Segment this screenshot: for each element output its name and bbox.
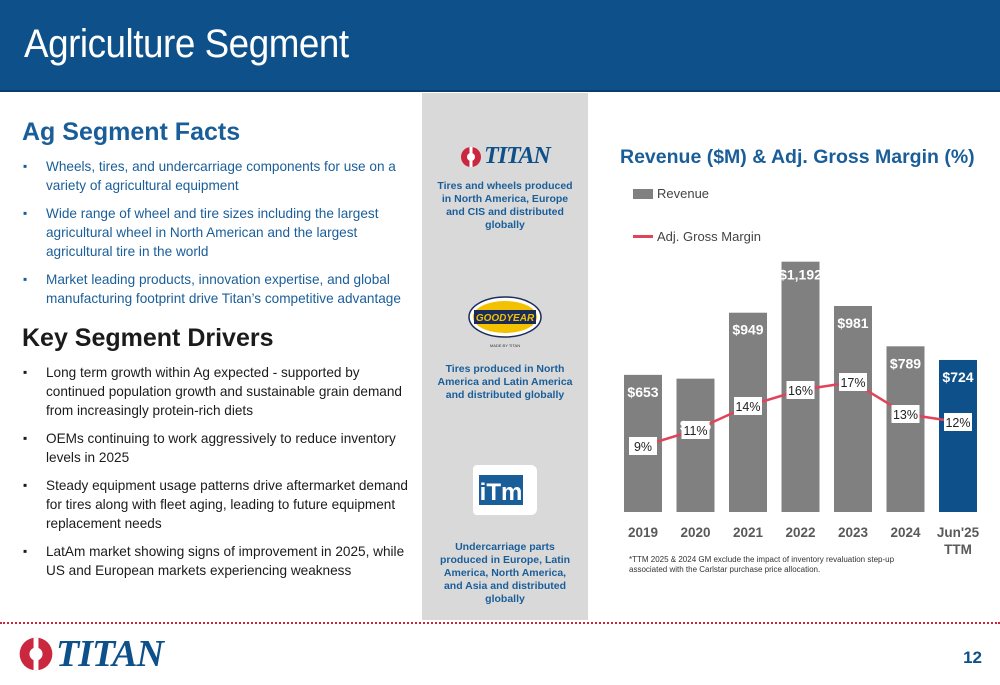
margin-label-box (786, 381, 815, 399)
legend-item-revenue: Revenue (633, 186, 761, 201)
category-label: 2023 (838, 525, 869, 540)
margin-label: 13% (893, 408, 918, 422)
margin-label-box (734, 397, 762, 415)
category-label: Jun'25 (937, 525, 980, 540)
revenue-bar (834, 305, 872, 512)
margin-label: 12% (945, 416, 970, 430)
revenue-bar (886, 346, 925, 512)
drivers-item: Steady equipment usage patterns drive af… (22, 476, 414, 533)
margin-label: 14% (735, 400, 760, 414)
legend-swatch-line (633, 235, 653, 238)
svg-text:iTm: iTm (480, 479, 523, 506)
margin-label-box (944, 413, 972, 431)
margin-label: 9% (634, 440, 652, 454)
margin-label-box (629, 437, 657, 455)
titan-logo: TITAN (422, 143, 588, 170)
goodyear-farm-tires-logo: GOODYEAR MADE BY TITAN (466, 293, 544, 353)
facts-item: Market leading products, innovation expe… (22, 270, 414, 308)
revenue-label: $949 (732, 322, 763, 338)
revenue-label: $653 (627, 384, 658, 400)
facts-item: Wide range of wheel and tire sizes inclu… (22, 204, 414, 261)
brand-caption: Undercarriage parts produced in Europe, … (439, 541, 571, 605)
facts-title: Ag Segment Facts (22, 118, 241, 146)
category-label: 2022 (785, 525, 815, 540)
revenue-bar (676, 378, 715, 512)
brand-goodyear: GOODYEAR MADE BY TITAN Tires produced in… (422, 293, 588, 402)
facts-item: Wheels, tires, and undercarriage compone… (22, 157, 414, 195)
slide-header: Agriculture Segment (0, 0, 1000, 92)
left-column: Ag Segment Facts Wheels, tires, and unde… (22, 118, 414, 589)
revenue-margin-chart: $6532019$6352020$9492021$1,1922022$98120… (624, 261, 980, 557)
margin-label: 11% (683, 424, 707, 438)
drivers-list: Long term growth within Ag expected - su… (22, 363, 414, 580)
revenue-bar (939, 359, 977, 512)
category-label: 2021 (733, 525, 764, 540)
legend-label: Adj. Gross Margin (657, 229, 762, 244)
titan-wheel-icon (461, 146, 482, 167)
chart-title: Revenue ($M) & Adj. Gross Margin (%) (620, 146, 975, 168)
revenue-label: $1,192 (779, 267, 822, 283)
chart-legend: Revenue Adj. Gross Margin (633, 186, 761, 272)
page-number: 12 (963, 648, 982, 667)
footer-divider (0, 622, 1000, 624)
svg-text:MADE BY TITAN: MADE BY TITAN (490, 343, 520, 348)
brand-caption: Tires produced in North America and Lati… (437, 363, 573, 401)
margin-label-box (839, 373, 867, 391)
drivers-title: Key Segment Drivers (22, 324, 274, 352)
brand-itm: iTm Undercarriage parts produced in Euro… (422, 465, 588, 606)
facts-list: Wheels, tires, and undercarriage compone… (22, 157, 414, 308)
margin-label: 17% (840, 376, 865, 390)
svg-text:GOODYEAR: GOODYEAR (476, 313, 535, 324)
footer-titan-logo: TITAN (18, 632, 164, 676)
drivers-item: Long term growth within Ag expected - su… (22, 363, 414, 420)
slide-title: Agriculture Segment (24, 22, 349, 66)
titan-wheel-icon (19, 637, 53, 671)
brands-panel: TITAN Tires and wheels produced in North… (422, 93, 588, 620)
brand-titan: TITAN Tires and wheels produced in North… (422, 143, 588, 232)
brand-caption: Tires and wheels produced in North Ameri… (437, 180, 573, 231)
itm-logo: iTm (473, 465, 537, 515)
margin-label-box (681, 421, 710, 439)
drivers-item: OEMs continuing to work aggressively to … (22, 429, 414, 467)
revenue-label: $789 (890, 355, 921, 371)
category-label: 2020 (680, 525, 710, 540)
legend-label: Revenue (657, 186, 710, 201)
category-label: 2024 (890, 525, 921, 540)
revenue-label: $981 (837, 315, 868, 331)
drivers-item: LatAm market showing signs of improvemen… (22, 542, 414, 580)
category-label: TTM (944, 542, 972, 557)
legend-item-margin: Adj. Gross Margin (633, 229, 761, 244)
legend-swatch-bar (633, 188, 653, 199)
margin-label: 16% (788, 384, 813, 398)
margin-label-box (891, 405, 920, 423)
chart-footnote: *TTM 2025 & 2024 GM exclude the impact o… (629, 555, 895, 574)
revenue-label: $724 (942, 369, 973, 385)
category-label: 2019 (628, 525, 658, 540)
